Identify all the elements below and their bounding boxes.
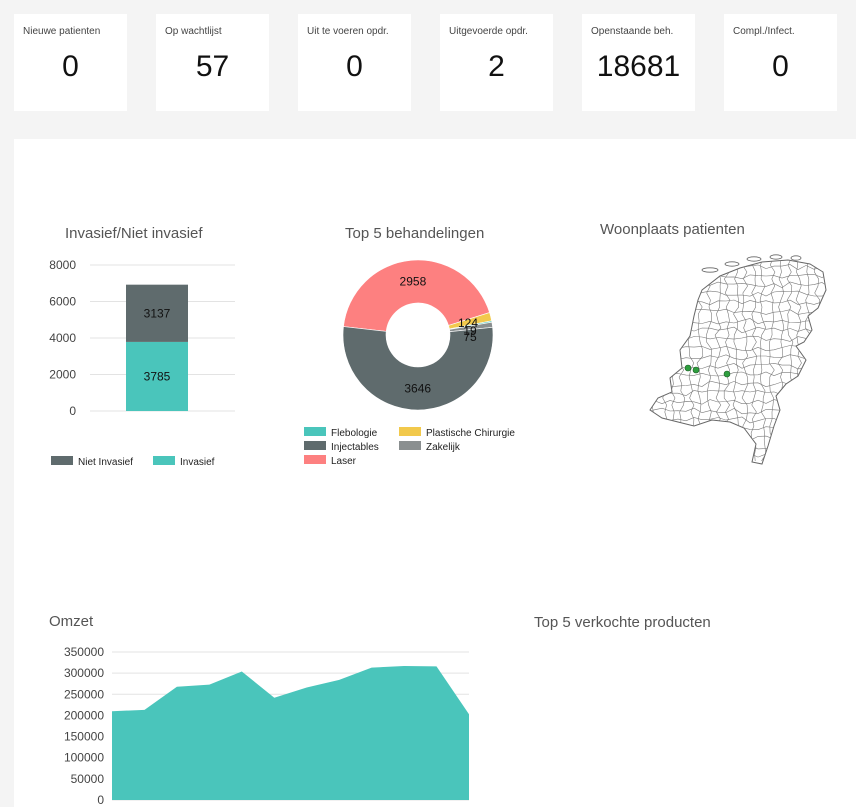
slice-value-label: 124	[458, 316, 478, 330]
legend-label: Laser	[331, 456, 357, 467]
legend-swatch	[304, 455, 326, 464]
y-tick-label: 350000	[64, 645, 104, 659]
slice-value-label: 2958	[400, 275, 427, 289]
kpi-tile[interactable]: Openstaande beh. 18681	[582, 14, 695, 111]
kpi-value: 18681	[596, 50, 681, 83]
legend-swatch	[304, 427, 326, 436]
omzet-area-chart: 0 50000 100000 150000 200000 250000 300000 3500…	[64, 645, 469, 807]
y-tick-label: 0	[69, 404, 76, 418]
slice-value-label: 75	[463, 330, 477, 344]
patient-location-marker	[723, 370, 731, 378]
legend-label: Niet Invasief	[78, 457, 133, 468]
top5-title: Top 5 behandelingen	[345, 225, 485, 242]
kpi-label: Uit te voeren opdr.	[307, 26, 389, 37]
legend-swatch	[153, 456, 175, 465]
country-outline	[649, 259, 827, 465]
kpi-label: Compl./Infect.	[733, 26, 795, 37]
island	[724, 261, 740, 267]
legend-label: Invasief	[180, 457, 215, 468]
kpi-value: 2	[488, 50, 505, 83]
slice-value-label: 3646	[404, 381, 431, 395]
island	[769, 254, 783, 260]
kpi-value: 0	[62, 50, 79, 83]
y-tick-label: 50000	[71, 772, 105, 786]
kpi-label: Openstaande beh.	[591, 26, 674, 37]
kpi-value: 0	[772, 50, 789, 83]
y-tick-label: 2000	[49, 368, 76, 382]
y-tick-label: 0	[97, 793, 104, 807]
kpi-tile[interactable]: Compl./Infect. 0	[724, 14, 837, 111]
kpi-tile[interactable]: Nieuwe patienten 0	[14, 14, 127, 111]
legend-label: Injectables	[331, 442, 379, 453]
legend-label: Flebologie	[331, 428, 378, 439]
kpi-value: 0	[346, 50, 363, 83]
y-tick-label: 6000	[49, 295, 76, 309]
y-tick-label: 100000	[64, 751, 104, 765]
legend-label: Plastische Chirurgie	[426, 428, 515, 439]
bar-segment	[126, 284, 188, 342]
y-tick-label: 200000	[64, 708, 104, 722]
donut-slice	[342, 326, 494, 411]
bar-value-label: 3785	[144, 369, 171, 383]
bar-segment	[126, 341, 188, 411]
kpi-value: 57	[195, 50, 230, 83]
kpi-row: Nieuwe patienten 0 Op wachtlijst 57 Uit te v…	[14, 14, 854, 111]
y-tick-label: 300000	[64, 666, 104, 680]
omzet-area	[112, 666, 469, 800]
island	[790, 255, 802, 261]
kpi-label: Op wachtlijst	[165, 26, 222, 37]
kpi-tile[interactable]: Op wachtlijst 57	[156, 14, 269, 111]
y-tick-label: 8000	[49, 258, 76, 272]
kpi-label: Uitgevoerde opdr.	[449, 26, 528, 37]
donut-slice	[343, 259, 490, 332]
y-tick-label: 150000	[64, 730, 104, 744]
patient-location-marker	[684, 364, 692, 372]
patient-location-marker	[692, 366, 700, 374]
slice-value-label: 19	[463, 324, 477, 338]
y-tick-label: 250000	[64, 687, 104, 701]
kpi-tile[interactable]: Uit te voeren opdr. 0	[298, 14, 411, 111]
legend-swatch	[51, 456, 73, 465]
legend-swatch	[304, 441, 326, 450]
kpi-label: Nieuwe patienten	[23, 26, 101, 37]
woonplaats-title: Woonplaats patienten	[600, 221, 745, 238]
island	[701, 267, 719, 273]
invasief-title: Invasief/Niet invasief	[65, 225, 203, 242]
producten-title: Top 5 verkochte producten	[534, 614, 711, 631]
invasief-chart: 0 2000 4000 6000 8000 3785 3137 Niet Invasief In…	[49, 258, 235, 468]
legend-label: Zakelijk	[426, 442, 461, 453]
omzet-title: Omzet	[49, 613, 94, 630]
kpi-tile[interactable]: Uitgevoerde opdr. 2	[440, 14, 553, 111]
y-tick-label: 4000	[49, 331, 76, 345]
netherlands-map	[649, 254, 827, 465]
bar-value-label: 3137	[144, 306, 171, 320]
legend-swatch	[399, 441, 421, 450]
island	[746, 256, 762, 262]
legend-swatch	[399, 427, 421, 436]
